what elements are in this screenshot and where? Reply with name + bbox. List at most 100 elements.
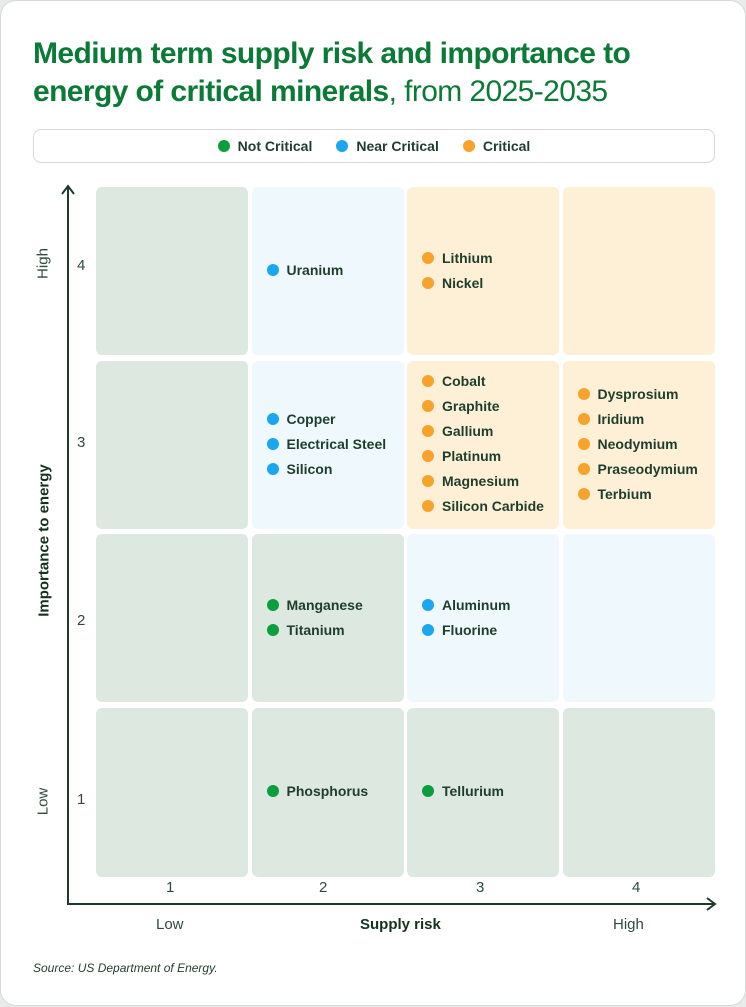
legend-dot-near-critical bbox=[336, 140, 349, 152]
mineral-dot bbox=[266, 437, 279, 450]
y-tick-4: 4 bbox=[77, 257, 86, 274]
mineral-dot bbox=[422, 623, 434, 636]
chart-title: Medium term supply risk and importance t… bbox=[33, 35, 723, 111]
matrix-cell-r3-i3 bbox=[407, 360, 559, 529]
mineral-item: Gallium bbox=[422, 423, 493, 439]
mineral-dot bbox=[422, 598, 434, 611]
mineral-item: Aluminum bbox=[422, 597, 510, 613]
mineral-item: Uranium bbox=[266, 262, 344, 278]
legend-item-not-critical: Not Critical bbox=[217, 138, 313, 154]
mineral-label: Electrical Steel bbox=[286, 435, 387, 452]
matrix-cell-r3-i4 bbox=[407, 187, 559, 355]
mineral-item: Iridium bbox=[577, 410, 645, 427]
y-axis-title: Importance to energy bbox=[35, 464, 53, 617]
matrix-cell-r3-i2 bbox=[407, 534, 559, 703]
mineral-dot bbox=[422, 425, 434, 438]
mineral-item: Lithium bbox=[422, 250, 493, 266]
mineral-label: Praseodymium bbox=[597, 460, 698, 477]
mineral-item: Cobalt bbox=[422, 373, 486, 389]
y-tick-3: 3 bbox=[77, 434, 86, 451]
mineral-dot bbox=[422, 500, 434, 513]
mineral-dot bbox=[266, 598, 279, 611]
mineral-dot bbox=[422, 400, 434, 413]
mineral-item: Electrical Steel bbox=[266, 435, 387, 452]
mineral-label: Silicon bbox=[286, 460, 333, 477]
mineral-dot bbox=[266, 264, 279, 276]
mineral-label: Cobalt bbox=[442, 373, 486, 390]
matrix-cell-r1-i1 bbox=[96, 708, 248, 878]
mineral-label: Gallium bbox=[442, 423, 494, 440]
mineral-label: Terbium bbox=[597, 485, 652, 502]
mineral-item: Tellurium bbox=[422, 783, 504, 799]
mineral-item: Titanium bbox=[266, 621, 345, 638]
mineral-dot bbox=[422, 251, 434, 264]
y-axis-high-label: High bbox=[34, 248, 52, 279]
mineral-dot bbox=[577, 437, 590, 450]
mineral-label: Dysprosium bbox=[597, 385, 679, 402]
chart-title-rest: , from 2025-2035 bbox=[388, 75, 608, 108]
mineral-dot bbox=[422, 375, 434, 388]
mineral-label: Neodymium bbox=[597, 435, 678, 452]
mineral-label: Copper bbox=[286, 410, 336, 427]
matrix-cell-r4-i4 bbox=[562, 187, 715, 355]
x-axis-low-label: Low bbox=[156, 916, 184, 933]
mineral-item: Copper bbox=[266, 410, 336, 427]
mineral-label: Manganese bbox=[286, 596, 363, 613]
legend-label: Near Critical bbox=[356, 138, 439, 154]
y-tick-1: 1 bbox=[77, 791, 86, 808]
mineral-item: Silicon bbox=[266, 460, 333, 477]
mineral-label: Magnesium bbox=[442, 473, 520, 490]
mineral-item: Terbium bbox=[577, 485, 652, 502]
y-axis-low-label: Low bbox=[34, 787, 52, 816]
mineral-label: Tellurium bbox=[442, 783, 504, 800]
x-tick-1: 1 bbox=[166, 879, 175, 896]
mineral-dot bbox=[422, 276, 434, 289]
mineral-label: Graphite bbox=[442, 398, 500, 415]
mineral-dot bbox=[422, 450, 434, 463]
mineral-item: Graphite bbox=[422, 398, 500, 414]
mineral-item: Neodymium bbox=[577, 435, 678, 452]
mineral-label: Phosphorus bbox=[286, 783, 369, 800]
mineral-dot bbox=[577, 462, 590, 475]
mineral-label: Nickel bbox=[442, 274, 484, 291]
mineral-label: Uranium bbox=[286, 262, 344, 278]
mineral-dot bbox=[266, 412, 279, 425]
mineral-item: Magnesium bbox=[422, 473, 519, 489]
mineral-label: Titanium bbox=[286, 621, 345, 638]
mineral-dot bbox=[577, 387, 590, 400]
x-axis-arrowhead bbox=[706, 897, 717, 911]
y-axis-arrowhead bbox=[61, 184, 75, 195]
matrix-cell-r1-i2 bbox=[96, 534, 248, 703]
mineral-item: Phosphorus bbox=[266, 783, 369, 800]
mineral-dot bbox=[422, 785, 434, 798]
legend-dot-critical bbox=[462, 140, 475, 152]
mineral-item: Platinum bbox=[422, 448, 501, 464]
mineral-label: Fluorine bbox=[442, 621, 498, 638]
matrix-cell-r1-i3 bbox=[96, 360, 248, 529]
mineral-label: Silicon Carbide bbox=[442, 498, 544, 515]
mineral-item: Dysprosium bbox=[577, 385, 679, 402]
chart-title-bold: Medium term supply risk and importance t… bbox=[33, 37, 631, 108]
legend-label: Not Critical bbox=[237, 138, 313, 154]
y-tick-2: 2 bbox=[77, 612, 86, 629]
legend-item-near-critical: Near Critical bbox=[336, 138, 439, 154]
mineral-dot bbox=[266, 785, 279, 798]
matrix-cell-r1-i4 bbox=[96, 187, 248, 355]
mineral-label: Aluminum bbox=[442, 596, 511, 613]
mineral-label: Iridium bbox=[597, 410, 645, 427]
legend-item-critical: Critical bbox=[462, 138, 530, 154]
matrix-cell-r4-i1 bbox=[562, 708, 715, 878]
x-tick-4: 4 bbox=[632, 879, 641, 896]
x-axis-high-label: High bbox=[613, 916, 644, 933]
mineral-dot bbox=[577, 412, 590, 425]
x-axis-title: Supply risk bbox=[360, 916, 441, 933]
x-tick-3: 3 bbox=[476, 879, 485, 896]
mineral-item: Praseodymium bbox=[577, 460, 698, 477]
mineral-item: Nickel bbox=[422, 275, 483, 291]
matrix-cell-r4-i2 bbox=[562, 534, 715, 703]
mineral-item: Manganese bbox=[266, 596, 363, 613]
legend: Not Critical Near Critical Critical bbox=[33, 129, 715, 163]
legend-dot-not-critical bbox=[217, 140, 230, 152]
mineral-dot bbox=[577, 487, 590, 500]
